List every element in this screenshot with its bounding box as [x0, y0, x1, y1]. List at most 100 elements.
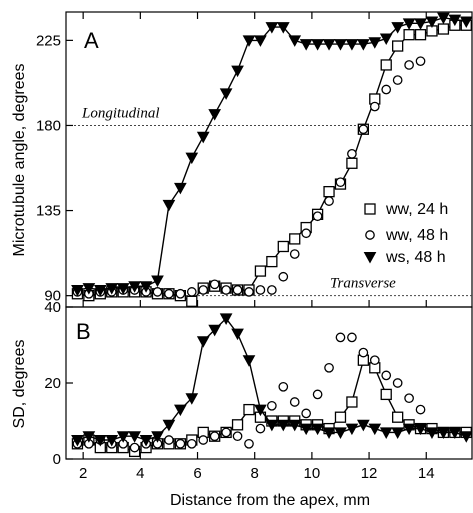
panel-b-x-tick-label: 14	[418, 465, 435, 482]
panel-a-point-ww-48h	[267, 285, 277, 295]
panel-a-point-ws-48h	[93, 284, 107, 297]
annotation-longitudinal: Longitudinal	[81, 105, 160, 121]
panel-b-point-ww-48h	[312, 389, 323, 400]
panel-b-point-ww-48h	[392, 378, 403, 388]
panel-b-point-ws-48h	[151, 431, 164, 443]
panel-a-point-ww-24h	[346, 157, 358, 169]
panel-a-point-ww-24h	[403, 29, 415, 41]
panel-b-x-tick-label: 10	[304, 465, 321, 482]
panel-b-point-ws-48h	[334, 427, 347, 439]
panel-b-point-ws-48h	[345, 423, 359, 436]
panel-b-point-ws-48h	[208, 324, 222, 337]
panel-a-point-ww-48h	[198, 285, 209, 295]
panel-a-point-ww-24h	[380, 59, 392, 71]
panel-a-point-ww-48h	[255, 285, 266, 295]
panel-a-point-ww-48h	[221, 285, 231, 295]
panel-a-point-ww-24h	[186, 295, 198, 307]
panel-b-point-ws-48h	[174, 404, 187, 417]
panel-b-point-ww-48h	[278, 381, 289, 392]
panel-a-point-ww-48h	[369, 101, 380, 112]
panel-a-point-ww-48h	[278, 271, 289, 282]
panel-a-point-ww-24h	[254, 265, 267, 277]
panel-a-point-ww-48h	[358, 124, 369, 135]
panel-a-point-ws-48h	[402, 18, 416, 30]
panel-a-point-ws-48h	[391, 22, 405, 34]
panel-a-point-ww-48h	[152, 287, 163, 297]
panel-b-point-ww-48h	[347, 332, 357, 343]
panel-a-point-ws-48h	[208, 109, 222, 121]
panel-a-point-ww-48h	[335, 177, 346, 188]
panel-a-point-ws-48h	[242, 35, 256, 47]
panel-a-point-ws-48h	[151, 275, 164, 288]
panel-b-point-ww-48h	[404, 393, 414, 404]
legend: ww, 24 h ww, 48 h ws, 48 h	[363, 201, 448, 266]
legend-label-ww-48h: ww, 48 h	[385, 227, 448, 244]
panel-a-point-ww-48h	[186, 287, 197, 297]
panel-b-point-ws-48h	[116, 431, 130, 443]
panel-a-point-ww-48h	[404, 60, 414, 70]
panel-b-y-tick-label: 20	[44, 375, 61, 392]
panel-a-series	[71, 12, 473, 307]
panel-b-point-ww-48h	[358, 347, 369, 358]
panel-b-point-ws-48h	[368, 423, 382, 436]
legend-marker-ws-48h	[363, 252, 377, 264]
legend-marker-ww-48h	[365, 230, 375, 240]
panel-a-reference-lines: Longitudinal Transverse	[66, 105, 472, 297]
panel-b-point-ws-48h	[288, 419, 302, 432]
panel-b-point-ww-48h	[198, 435, 209, 445]
panel-b-point-ws-48h	[82, 431, 96, 443]
panel-b-point-ww-48h	[324, 362, 334, 373]
legend-marker-ww-24h	[364, 203, 376, 215]
panel-a-point-ws-48h	[459, 16, 473, 28]
panel-b-point-ww-48h	[369, 355, 380, 366]
panel-b-point-ww-48h	[267, 400, 277, 411]
panel-a-point-ww-48h	[289, 249, 300, 259]
legend-label-ws-48h: ws, 48 h	[385, 249, 446, 266]
panel-a-point-ws-48h	[219, 88, 233, 100]
legend-entry-ww-24h: ww, 24 h	[364, 201, 448, 218]
panel-b-x-tick-label: 8	[251, 465, 259, 482]
panel-b-point-ws-48h	[437, 427, 450, 439]
panel-a-point-ws-48h	[276, 22, 290, 34]
panel-a-y-tick-label: 180	[36, 117, 61, 134]
panel-a-point-ws-48h	[162, 199, 176, 212]
panel-a-point-ws-48h	[174, 182, 187, 195]
panel-a-point-ww-48h	[244, 287, 254, 297]
panel-a-point-ws-48h	[116, 283, 130, 295]
panel-a-point-ww-48h	[164, 288, 174, 299]
panel-b-point-ws-48h	[391, 427, 405, 439]
panel-a-ticks: 90 135 180 225	[36, 12, 427, 307]
panel-a-point-ws-48h	[254, 35, 267, 47]
panel-a-point-ww-24h	[414, 29, 427, 41]
panel-a-point-ws-48h	[185, 152, 199, 165]
panel-b-point-ww-48h	[221, 427, 231, 438]
panel-b-point-ws-48h	[357, 419, 370, 432]
panel-a-point-ww-48h	[415, 56, 426, 67]
panel-a-series-ws-48h	[71, 12, 473, 297]
panel-a-point-ww-48h	[392, 75, 403, 85]
panel-a-point-ws-48h	[334, 39, 347, 51]
panel-a-point-ww-48h	[312, 211, 323, 222]
panel-a-point-ww-24h	[277, 240, 289, 253]
panel-b-series	[71, 313, 473, 458]
panel-a-point-ws-48h	[139, 281, 153, 293]
panel-a-point-ww-48h	[301, 228, 312, 239]
panel-b-point-ws-48h	[185, 393, 199, 405]
panel-b-point-ww-48h	[289, 397, 300, 407]
panel-b-point-ww-48h	[164, 435, 174, 445]
panel-b-point-ws-48h	[265, 419, 279, 432]
panel-b-point-ws-48h	[299, 423, 313, 436]
panel-b-x-tick-label: 12	[361, 465, 378, 482]
panel-a-point-ww-48h	[232, 285, 243, 295]
panel-b-point-ws-48h	[139, 435, 153, 447]
panel-b-point-ww-24h	[334, 411, 347, 423]
panel-a-point-ww-24h	[437, 23, 450, 35]
panel-a-point-ws-48h	[71, 284, 84, 297]
panel-b-point-ws-48h	[242, 355, 256, 367]
panel-a-point-ws-48h	[379, 33, 393, 46]
panel-b-point-ws-48h	[231, 328, 244, 341]
panel-b-y-tick-label: 0	[53, 451, 61, 468]
panel-b-point-ww-48h	[186, 438, 197, 449]
panel-b-point-ws-48h	[105, 435, 119, 447]
panel-a-point-ww-24h	[289, 233, 301, 245]
